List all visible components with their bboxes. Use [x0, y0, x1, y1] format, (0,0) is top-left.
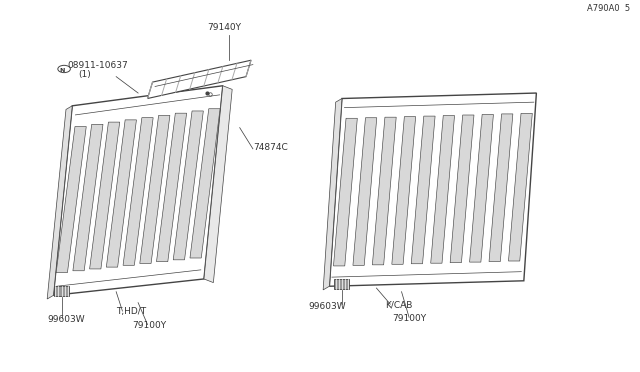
Polygon shape	[335, 279, 349, 289]
Text: K/CAB: K/CAB	[385, 301, 413, 310]
Polygon shape	[412, 116, 435, 264]
Polygon shape	[489, 114, 513, 262]
Polygon shape	[353, 118, 377, 265]
Polygon shape	[106, 120, 136, 267]
Polygon shape	[431, 116, 454, 263]
Polygon shape	[157, 113, 187, 262]
Polygon shape	[392, 117, 415, 264]
Polygon shape	[54, 86, 223, 295]
Polygon shape	[333, 118, 357, 266]
Text: 08911-10637: 08911-10637	[67, 61, 128, 70]
Polygon shape	[123, 118, 153, 265]
Polygon shape	[73, 124, 103, 271]
Polygon shape	[204, 86, 232, 283]
Text: 74874C: 74874C	[253, 142, 287, 151]
Text: 99603W: 99603W	[47, 315, 84, 324]
Polygon shape	[54, 286, 69, 296]
Text: T,HD/T: T,HD/T	[116, 307, 147, 316]
Polygon shape	[140, 115, 170, 263]
Polygon shape	[508, 113, 532, 261]
Text: 99603W: 99603W	[308, 302, 346, 311]
Polygon shape	[323, 99, 342, 290]
Text: 79140Y: 79140Y	[207, 23, 241, 32]
Polygon shape	[190, 109, 220, 258]
Text: 79100Y: 79100Y	[132, 321, 166, 330]
Text: A790A0  5: A790A0 5	[588, 4, 630, 13]
Text: (1): (1)	[79, 70, 92, 78]
Polygon shape	[450, 115, 474, 263]
Polygon shape	[47, 106, 72, 299]
Polygon shape	[470, 115, 493, 262]
Polygon shape	[56, 126, 86, 273]
Text: N: N	[60, 68, 65, 73]
Polygon shape	[90, 122, 120, 269]
Polygon shape	[330, 93, 536, 286]
Polygon shape	[173, 111, 204, 260]
Text: 79100Y: 79100Y	[392, 314, 426, 323]
Polygon shape	[148, 60, 251, 99]
Polygon shape	[372, 117, 396, 265]
